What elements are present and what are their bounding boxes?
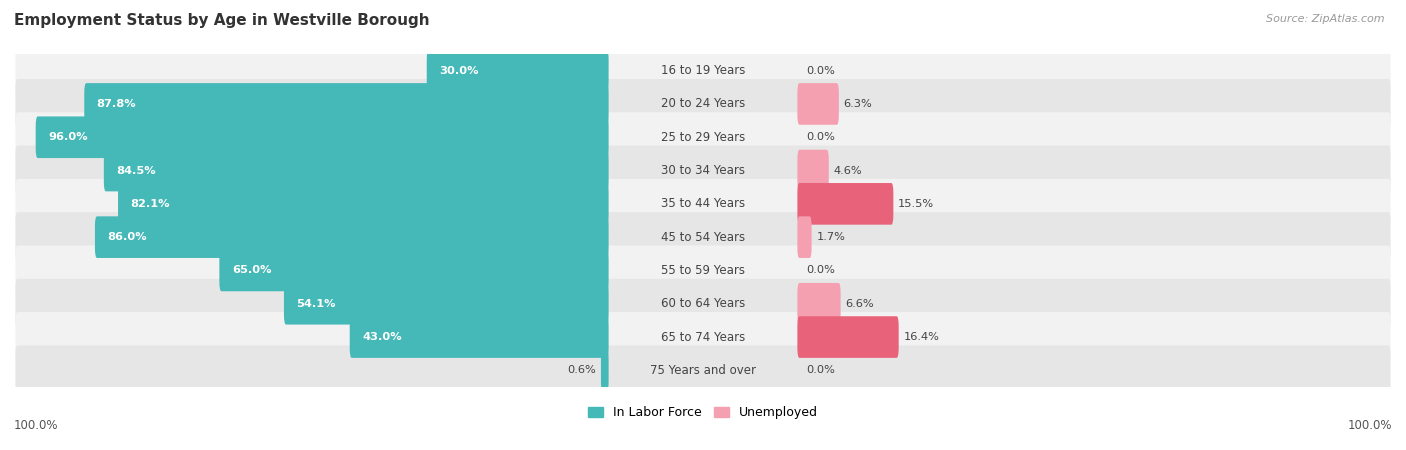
Text: 55 to 59 Years: 55 to 59 Years [661,264,745,277]
FancyBboxPatch shape [797,316,898,358]
Text: 30.0%: 30.0% [439,66,478,76]
FancyBboxPatch shape [797,183,893,225]
Text: 0.6%: 0.6% [568,365,596,375]
Text: 43.0%: 43.0% [363,332,402,342]
Text: 15.5%: 15.5% [898,199,935,209]
FancyBboxPatch shape [104,150,609,191]
FancyBboxPatch shape [15,279,1391,328]
Text: 6.6%: 6.6% [845,299,875,309]
Text: 84.5%: 84.5% [117,166,156,176]
FancyBboxPatch shape [427,50,609,91]
FancyBboxPatch shape [797,216,811,258]
Legend: In Labor Force, Unemployed: In Labor Force, Unemployed [583,401,823,424]
FancyBboxPatch shape [35,117,609,158]
Text: 6.3%: 6.3% [844,99,872,109]
FancyBboxPatch shape [15,112,1391,162]
Text: 0.0%: 0.0% [807,266,835,275]
FancyBboxPatch shape [15,245,1391,295]
Text: 86.0%: 86.0% [107,232,148,242]
FancyBboxPatch shape [15,79,1391,129]
Text: 35 to 44 Years: 35 to 44 Years [661,198,745,210]
Text: 96.0%: 96.0% [48,132,87,142]
Text: 16 to 19 Years: 16 to 19 Years [661,64,745,77]
FancyBboxPatch shape [15,45,1391,96]
FancyBboxPatch shape [600,350,609,391]
Text: 16.4%: 16.4% [904,332,939,342]
Text: 45 to 54 Years: 45 to 54 Years [661,231,745,243]
Text: Source: ZipAtlas.com: Source: ZipAtlas.com [1267,14,1385,23]
Text: 0.0%: 0.0% [807,66,835,76]
FancyBboxPatch shape [284,283,609,324]
Text: 100.0%: 100.0% [14,419,59,432]
Text: 30 to 34 Years: 30 to 34 Years [661,164,745,177]
FancyBboxPatch shape [118,183,609,225]
Text: 4.6%: 4.6% [834,166,862,176]
Text: 1.7%: 1.7% [817,232,845,242]
Text: 0.0%: 0.0% [807,365,835,375]
Text: 20 to 24 Years: 20 to 24 Years [661,98,745,110]
FancyBboxPatch shape [797,150,828,191]
FancyBboxPatch shape [15,179,1391,229]
Text: 87.8%: 87.8% [97,99,136,109]
FancyBboxPatch shape [15,312,1391,362]
FancyBboxPatch shape [96,216,609,258]
FancyBboxPatch shape [15,145,1391,195]
FancyBboxPatch shape [219,250,609,291]
FancyBboxPatch shape [15,212,1391,262]
FancyBboxPatch shape [350,316,609,358]
FancyBboxPatch shape [84,83,609,125]
Text: 100.0%: 100.0% [1347,419,1392,432]
FancyBboxPatch shape [797,83,839,125]
Text: Employment Status by Age in Westville Borough: Employment Status by Age in Westville Bo… [14,14,430,28]
Text: 65.0%: 65.0% [232,266,271,275]
Text: 82.1%: 82.1% [131,199,170,209]
Text: 60 to 64 Years: 60 to 64 Years [661,297,745,310]
Text: 75 Years and over: 75 Years and over [650,364,756,377]
Text: 0.0%: 0.0% [807,132,835,142]
FancyBboxPatch shape [797,283,841,324]
Text: 54.1%: 54.1% [297,299,336,309]
FancyBboxPatch shape [15,346,1391,395]
Text: 65 to 74 Years: 65 to 74 Years [661,331,745,343]
Text: 25 to 29 Years: 25 to 29 Years [661,131,745,144]
